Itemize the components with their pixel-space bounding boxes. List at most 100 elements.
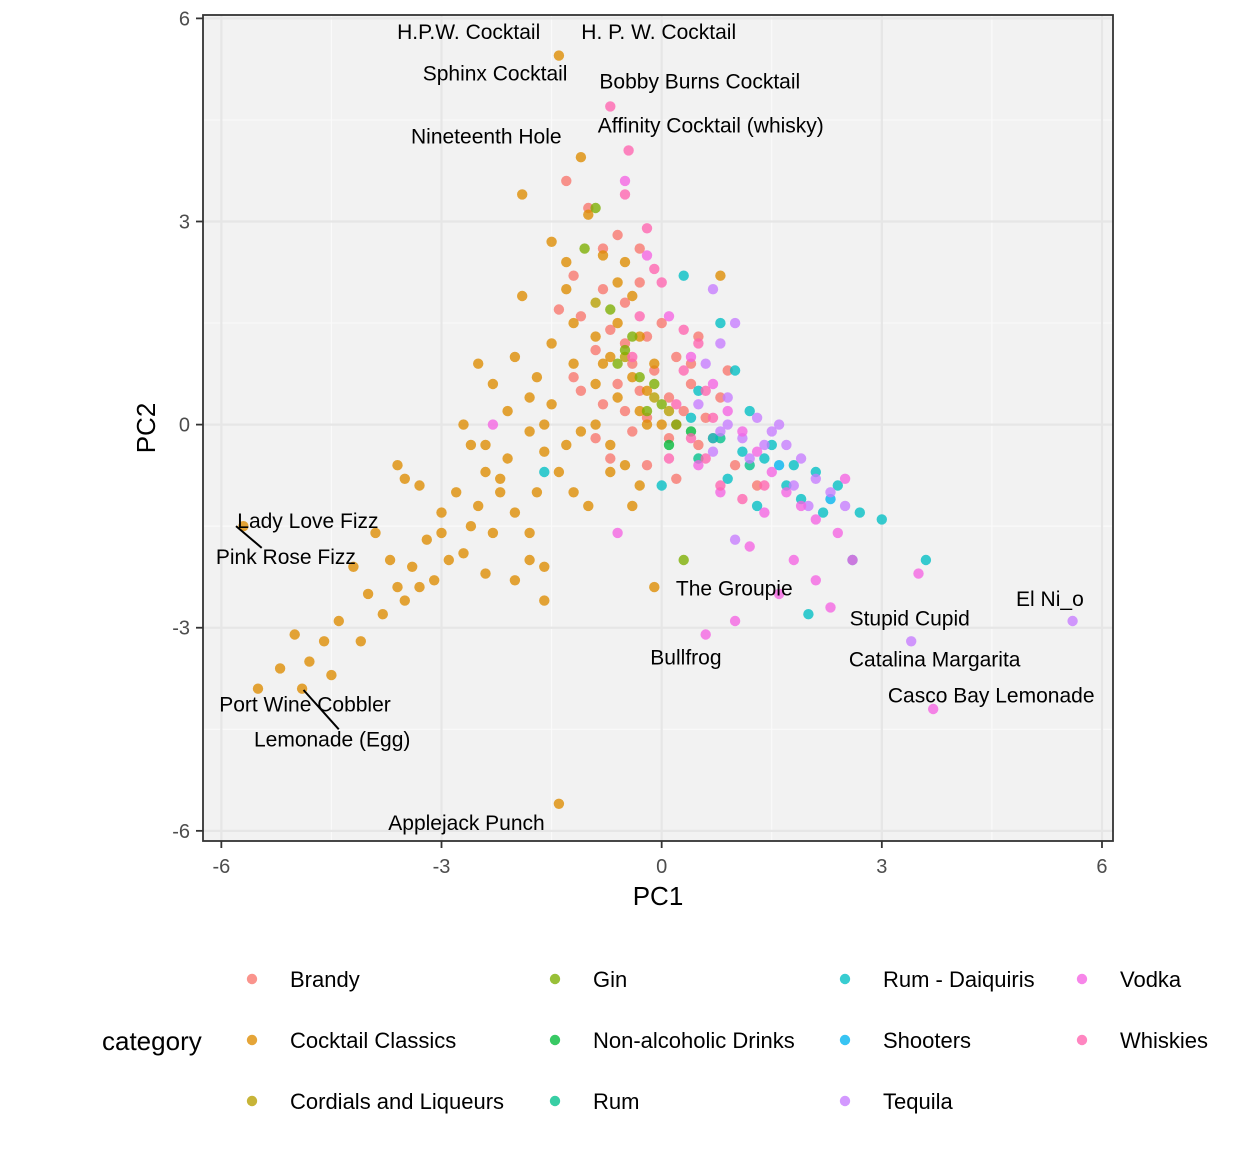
point-1-57	[502, 453, 513, 464]
point-1-64	[619, 460, 631, 471]
legend-label-6: Rum - Daiquiris	[883, 967, 1035, 992]
point-1-30	[392, 581, 403, 593]
point-0-0	[561, 175, 572, 187]
point-1-35	[318, 636, 330, 647]
point-9-2	[663, 311, 675, 322]
point-6-21	[817, 507, 829, 518]
point-1-84	[414, 581, 425, 593]
point-8-12	[1067, 615, 1078, 627]
point-8-19	[788, 480, 799, 491]
point-1-95	[473, 500, 484, 512]
point-10-14	[678, 365, 689, 376]
point-9-6	[737, 426, 748, 437]
point-8-18	[773, 419, 785, 430]
legend-label-9: Vodka	[1120, 967, 1182, 992]
point-10-10	[685, 433, 697, 444]
point-8-11	[906, 636, 917, 647]
annotation-3: Bobby Burns Cocktail	[599, 71, 800, 94]
point-9-9	[781, 487, 792, 498]
point-6-2	[729, 365, 741, 376]
point-1-69	[612, 317, 623, 329]
point-1-2	[517, 189, 528, 200]
point-8-1	[729, 317, 741, 329]
point-1-31	[377, 609, 388, 620]
point-9-13	[847, 554, 858, 566]
point-1-75	[597, 358, 609, 369]
point-6-11	[920, 554, 932, 566]
point-3-7	[656, 399, 667, 410]
point-1-88	[561, 284, 572, 295]
point-1-91	[641, 419, 653, 430]
x-tick-label-1: -3	[433, 856, 451, 878]
point-0-5	[597, 284, 609, 295]
point-1-82	[465, 521, 477, 532]
legend-key-2	[246, 1095, 258, 1107]
point-8-0	[707, 284, 719, 295]
point-1-14	[656, 419, 667, 430]
point-6-9	[854, 507, 865, 518]
legend-label-0: Brandy	[290, 967, 360, 992]
point-1-15	[487, 378, 499, 390]
point-0-4	[568, 270, 579, 281]
point-0-33	[553, 304, 565, 315]
annotation-5: Affinity Cocktail (whisky)	[598, 115, 824, 138]
point-1-1	[575, 152, 587, 163]
legend-key-7	[839, 1034, 851, 1046]
point-10-3	[641, 223, 653, 234]
point-1-44	[436, 527, 447, 539]
point-1-23	[495, 487, 506, 498]
point-0-23	[627, 426, 638, 437]
point-7-0	[773, 460, 785, 471]
point-10-17	[663, 453, 675, 464]
point-0-17	[685, 378, 697, 390]
point-0-36	[729, 460, 741, 471]
point-1-98	[524, 554, 535, 566]
point-3-4	[612, 358, 623, 369]
annotation-2: Sphinx Cocktail	[423, 62, 568, 85]
y-tick-label-1: -3	[172, 618, 190, 640]
point-1-24	[509, 507, 521, 518]
point-6-5	[766, 439, 777, 451]
point-9-14	[913, 568, 924, 579]
point-6-19	[722, 473, 733, 484]
point-8-16	[744, 453, 755, 464]
point-6-17	[707, 433, 719, 444]
x-tick-label-3: 3	[876, 856, 887, 878]
point-1-38	[274, 663, 286, 674]
point-0-10	[590, 344, 601, 356]
point-0-15	[634, 385, 645, 396]
point-6-16	[737, 446, 748, 457]
point-0-27	[641, 460, 653, 471]
point-1-97	[399, 473, 410, 484]
y-tick-label-3: 3	[179, 212, 190, 234]
point-8-9	[825, 487, 836, 498]
point-0-18	[597, 399, 609, 410]
point-1-77	[605, 466, 616, 478]
point-3-6	[649, 378, 660, 390]
point-8-2	[715, 338, 726, 349]
point-1-8	[517, 290, 528, 302]
x-tick-label-2: 0	[656, 856, 667, 878]
point-1-86	[355, 636, 366, 647]
point-9-17	[729, 615, 741, 627]
point-3-8	[641, 405, 653, 417]
point-8-10	[839, 500, 851, 512]
point-10-1	[623, 145, 634, 156]
point-1-11	[590, 378, 601, 390]
point-9-8	[766, 466, 777, 478]
point-1-72	[634, 331, 645, 342]
point-1-59	[531, 372, 543, 383]
point-1-71	[568, 317, 579, 329]
point-1-52	[370, 527, 381, 539]
point-4-0	[663, 439, 675, 451]
label-connectors	[235, 525, 340, 730]
point-1-9	[546, 338, 557, 349]
point-1-18	[539, 446, 550, 457]
y-tick-label-4: 6	[179, 8, 190, 30]
point-9-1	[641, 250, 653, 261]
point-1-7	[627, 290, 638, 302]
point-1-22	[480, 466, 491, 478]
point-1-34	[333, 615, 344, 627]
legend-label-1: Cocktail Classics	[290, 1028, 456, 1053]
point-1-54	[429, 575, 440, 586]
